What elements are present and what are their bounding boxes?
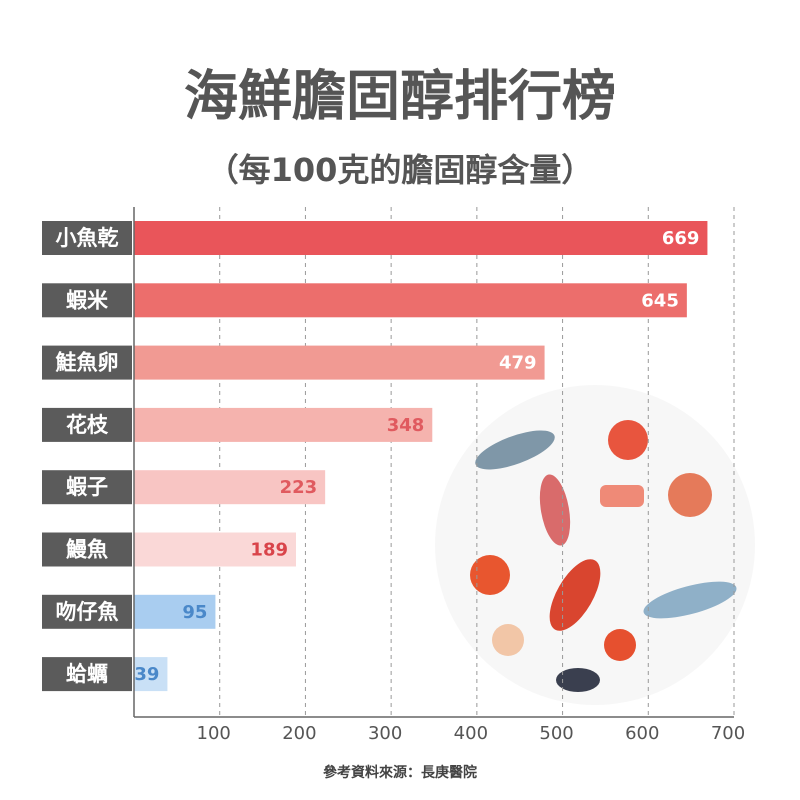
- chart-subtitle: （每100克的膽固醇含量）: [207, 151, 594, 189]
- category-box: [42, 345, 132, 380]
- y-tick-label: 花枝: [66, 413, 109, 437]
- x-tick-label: 500: [539, 723, 573, 744]
- seafood-illustration: [435, 385, 755, 705]
- salmon: [600, 485, 644, 507]
- illustration-bg: [435, 385, 755, 705]
- category-box: [42, 407, 132, 442]
- value-label: 348: [387, 415, 425, 436]
- value-label: 645: [641, 290, 679, 311]
- chart-title: 海鮮膽固醇排行榜: [184, 65, 616, 128]
- x-tick-label: 700: [711, 723, 745, 744]
- value-label: 95: [182, 602, 207, 623]
- plot: 100 200 300 400 500 600 700 小魚乾 669 蝦米 645 鮭魚卵 479 花枝…: [42, 207, 745, 744]
- y-tick-label: 蝦米: [66, 288, 109, 312]
- category-box: [42, 532, 132, 567]
- crab: [608, 420, 648, 460]
- roe: [470, 555, 510, 595]
- category-box: [42, 594, 132, 629]
- category-box: [42, 283, 132, 318]
- source: 參考資料來源：長庚醫院: [323, 764, 477, 781]
- y-tick-label: 鮭魚卵: [56, 351, 119, 375]
- y-tick-label: 小魚乾: [56, 226, 119, 250]
- bar: [134, 221, 708, 255]
- lobster: [549, 559, 601, 631]
- category-box: [42, 657, 132, 692]
- bar: [134, 345, 545, 380]
- value-label: 669: [662, 228, 700, 249]
- shrimp: [604, 629, 636, 661]
- value-label: 39: [134, 664, 159, 685]
- bar: [134, 657, 168, 692]
- bar: [134, 283, 687, 318]
- x-tick-label: 300: [368, 723, 402, 744]
- mussel: [556, 668, 600, 692]
- bar: [134, 407, 433, 442]
- y-tick-label: 蝦子: [66, 475, 108, 499]
- x-tick-label: 600: [625, 723, 659, 744]
- fish: [643, 581, 737, 619]
- shell: [492, 624, 524, 656]
- bar: [134, 594, 216, 629]
- bar: [134, 532, 296, 567]
- y-tick-label: 鰻魚: [66, 538, 108, 562]
- octopus: [668, 473, 712, 517]
- category-box: [42, 221, 132, 255]
- bar: [134, 470, 326, 505]
- y-tick-label: 吻仔魚: [56, 600, 119, 624]
- x-tick-label: 400: [454, 723, 488, 744]
- fish: [475, 430, 555, 470]
- value-label: 223: [280, 477, 318, 498]
- x-tick-label: 100: [197, 723, 231, 744]
- category-box: [42, 470, 132, 505]
- value-label: 189: [250, 540, 288, 561]
- value-label: 479: [499, 353, 537, 374]
- y-tick-label: 蛤蠣: [66, 662, 108, 686]
- x-tick-label: 200: [282, 723, 316, 744]
